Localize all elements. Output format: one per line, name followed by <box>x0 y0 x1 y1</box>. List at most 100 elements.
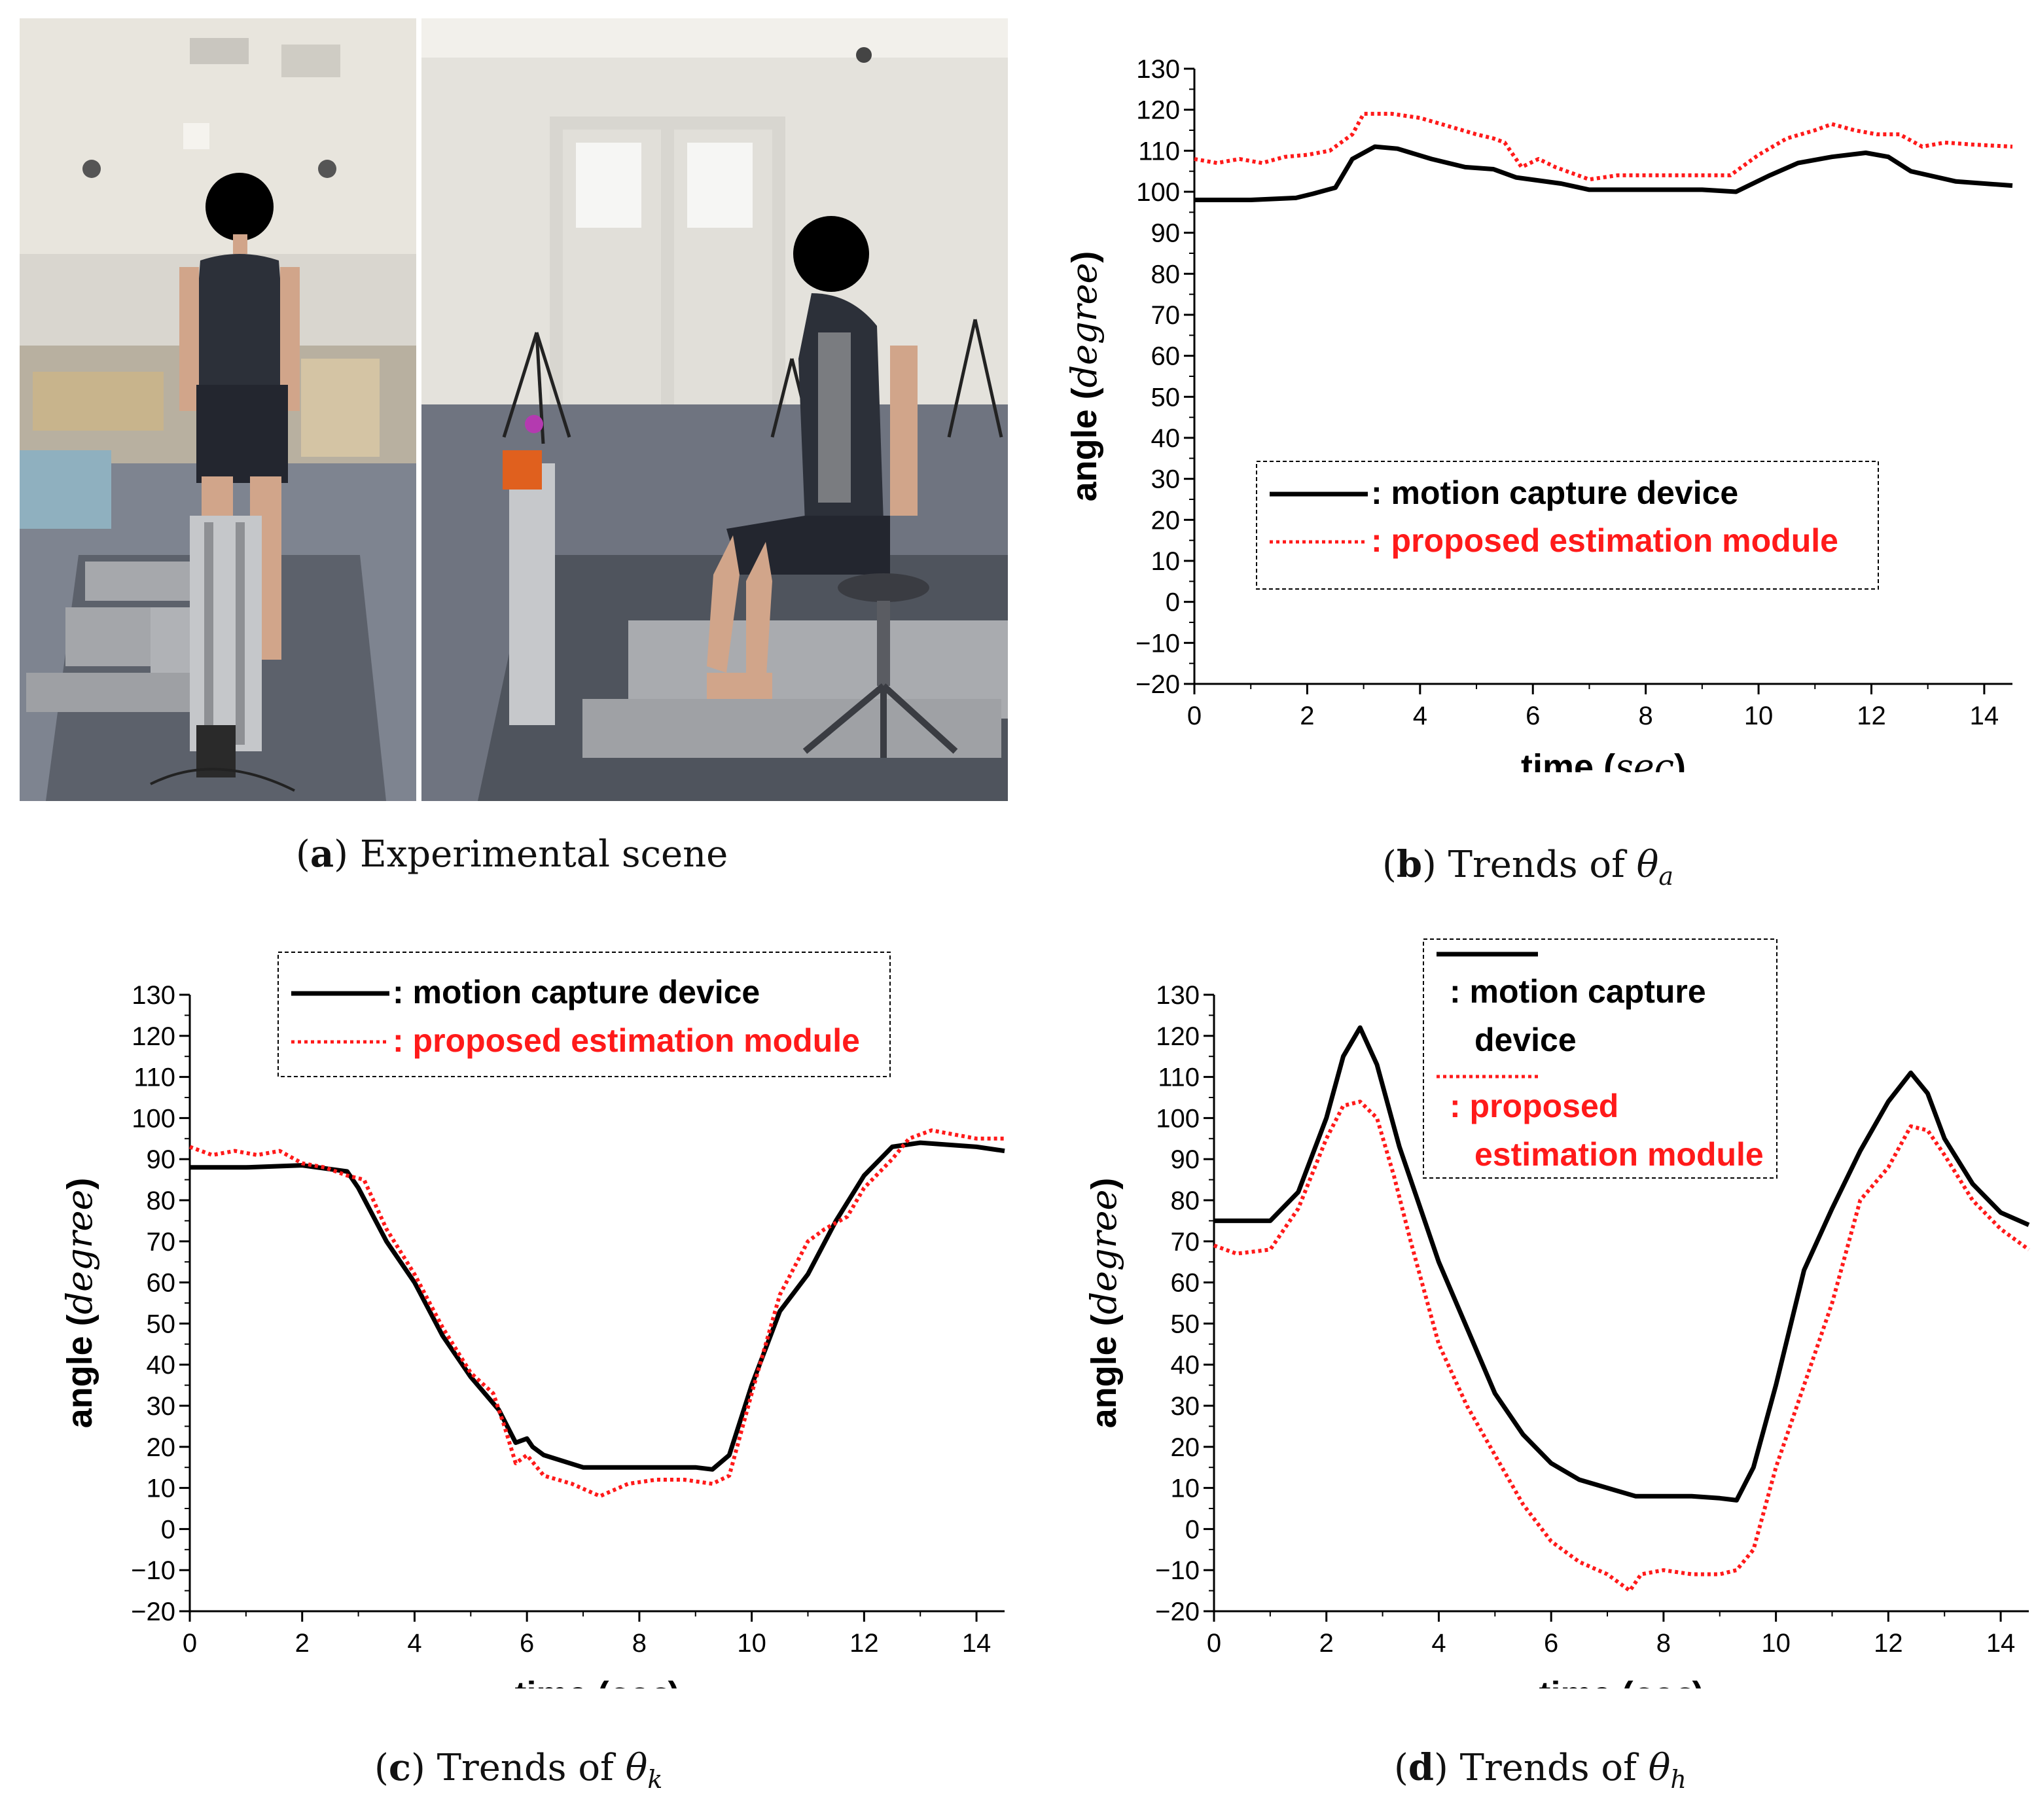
y-tick-label: 80 <box>1171 1187 1200 1215</box>
legend-proposed-label: : proposed estimation module <box>1371 522 1838 559</box>
x-tick-label: 10 <box>1761 1629 1791 1658</box>
y-tick-label: 100 <box>1156 1104 1200 1133</box>
series-motion-capture-line <box>190 1140 1005 1472</box>
caption-c-letter: c <box>388 1746 411 1789</box>
x-tick-label: 0 <box>1187 702 1202 730</box>
caption-c-prefix: Trends of <box>437 1747 614 1789</box>
y-axis-label-name: angle ( <box>1084 1314 1124 1428</box>
y-tick-label: 10 <box>1171 1474 1200 1503</box>
y-tick-label: 130 <box>1136 55 1180 84</box>
front-view-photo <box>20 18 416 801</box>
y-tick-label: 20 <box>1171 1433 1200 1462</box>
y-tick-label: 10 <box>1151 547 1181 576</box>
y-tick-label: −20 <box>131 1597 175 1626</box>
side-view-photo <box>421 18 1008 801</box>
series-proposed-estimation-line <box>1194 111 2013 182</box>
x-axis-label: time (sec) <box>515 1673 680 1688</box>
x-tick-label: 10 <box>1744 702 1774 730</box>
y-axis-label-name: angle ( <box>1065 387 1104 501</box>
y-axis-label-close: ) <box>1065 251 1104 263</box>
legend-motion-label: : motion capture device <box>1371 474 1738 511</box>
y-axis-label-close: ) <box>1084 1178 1124 1190</box>
y-tick-label: 60 <box>1151 342 1181 371</box>
x-tick-label: 14 <box>1970 702 1999 730</box>
caption-b-prefix: Trends of <box>1448 844 1625 886</box>
x-tick-label: 8 <box>1656 1629 1671 1658</box>
chart-d-theta-h: −20 −10 0 10 20 30 40 50 60 70 80 90 100 110 120 130 0 2 4… <box>1083 938 2030 1688</box>
x-axis-label-unit: sec <box>1615 746 1674 772</box>
y-tick-label: 40 <box>1171 1351 1200 1380</box>
y-tick-label: 110 <box>1138 137 1180 166</box>
legend-proposed-label: : proposed estimation module <box>393 1022 860 1059</box>
legend-box <box>1423 938 1777 1179</box>
caption-d-letter: d <box>1408 1746 1435 1789</box>
y-axis-label: angle (degree) <box>59 1178 100 1429</box>
y-tick-label: 20 <box>147 1433 176 1462</box>
y-tick-label: −10 <box>1135 629 1180 658</box>
caption-a-text: Experimental scene <box>359 833 728 876</box>
y-axis-label-unit: degree <box>1083 1190 1124 1315</box>
y-tick-label: 40 <box>147 1351 176 1380</box>
y-tick-label: 80 <box>147 1187 176 1215</box>
caption-b-subscript: a <box>1658 862 1674 891</box>
caption-d: (d) Trends of θh <box>1394 1746 1687 1794</box>
y-tick-label: −10 <box>131 1556 175 1585</box>
y-tick-label: 50 <box>147 1310 176 1338</box>
chart-c-theta-k: −20 −10 0 10 20 30 40 50 60 70 80 90 100 110 120 130 0 2 4… <box>59 952 1005 1688</box>
y-tick-label: 30 <box>1151 465 1181 494</box>
y-tick-label: −10 <box>1155 1556 1200 1585</box>
x-tick-label: 6 <box>1526 702 1540 730</box>
x-tick-label: 8 <box>1639 702 1653 730</box>
x-axis-label-close: ) <box>668 1675 679 1688</box>
x-tick-label: 12 <box>1874 1629 1903 1658</box>
y-tick-label: 60 <box>1171 1269 1200 1298</box>
experimental-scene-photo <box>20 18 1008 801</box>
legend-proposed-label: : proposed <box>1450 1088 1618 1124</box>
y-tick-label: 20 <box>1151 506 1181 535</box>
x-axis-label: time (sec) <box>1521 746 1686 772</box>
y-tick-label: −20 <box>1135 670 1180 699</box>
y-tick-label: 90 <box>147 1145 176 1174</box>
caption-b-letter: b <box>1396 843 1423 886</box>
caption-a: (a) Experimental scene <box>296 832 728 876</box>
y-tick-label: 10 <box>147 1474 176 1503</box>
y-tick-label: 0 <box>1166 588 1180 617</box>
x-axis-label-close: ) <box>1692 1675 1704 1688</box>
x-tick-label: 8 <box>632 1629 647 1658</box>
y-tick-label: 70 <box>1171 1228 1200 1257</box>
legend-box <box>1256 461 1879 590</box>
legend-box <box>277 952 891 1077</box>
x-tick-label: 2 <box>1300 702 1314 730</box>
x-tick-label: 0 <box>1207 1629 1221 1658</box>
y-tick-label: 0 <box>1185 1515 1200 1544</box>
x-tick-label: 6 <box>520 1629 534 1658</box>
x-tick-label: 2 <box>295 1629 310 1658</box>
x-tick-label: 14 <box>1986 1629 2016 1658</box>
y-tick-label: 40 <box>1151 424 1181 453</box>
y-axis-label-unit: degree <box>59 1190 100 1315</box>
legend-proposed-label: estimation module <box>1474 1136 1764 1173</box>
y-tick-label: 100 <box>132 1104 175 1133</box>
caption-c-subscript: k <box>647 1765 663 1794</box>
caption-a-letter: a <box>310 832 334 876</box>
series-motion-capture-line <box>1214 1025 2030 1503</box>
y-tick-label: 30 <box>1171 1392 1200 1421</box>
y-tick-label: 90 <box>1151 219 1181 248</box>
caption-c: (c) Trends of θk <box>374 1746 663 1794</box>
x-axis-label: time (sec) <box>1539 1673 1704 1688</box>
y-tick-label: 0 <box>161 1515 175 1544</box>
y-tick-label: 130 <box>132 981 175 1010</box>
x-tick-label: 12 <box>849 1629 879 1658</box>
series-motion-capture-line <box>1194 144 2013 202</box>
caption-d-prefix: Trends of <box>1459 1747 1637 1789</box>
x-tick-label: 4 <box>407 1629 421 1658</box>
x-tick-label: 10 <box>737 1629 766 1658</box>
y-tick-label: 50 <box>1151 383 1181 412</box>
caption-b-symbol: θ <box>1636 844 1659 886</box>
x-tick-label: 12 <box>1857 702 1886 730</box>
x-tick-label: 6 <box>1544 1629 1558 1658</box>
caption-d-subscript: h <box>1670 1765 1687 1794</box>
y-tick-label: 120 <box>1136 96 1180 125</box>
caption-d-symbol: θ <box>1648 1747 1671 1789</box>
y-tick-label: 110 <box>1158 1063 1200 1092</box>
